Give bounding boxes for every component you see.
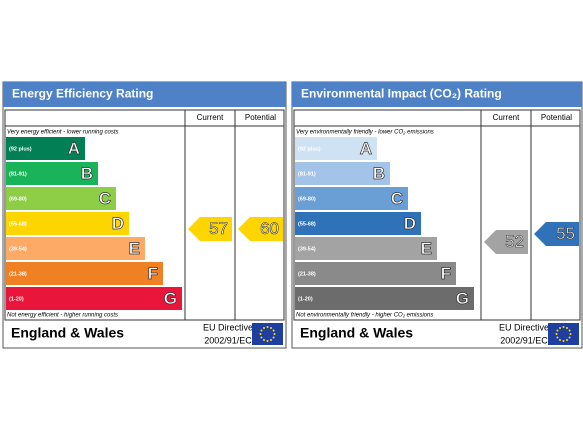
top-note: Very environmentally friendly - lower CO… — [296, 130, 434, 136]
column-header: Potential — [245, 113, 276, 122]
column-header: Current — [493, 113, 520, 122]
bottom-note: Not environmentally friendly - higher CO… — [296, 313, 433, 319]
band-letter: B — [81, 164, 93, 183]
table-border — [4, 109, 285, 321]
band-letter: A — [360, 139, 372, 158]
column-header: Current — [197, 113, 224, 122]
band-range: (55-68) — [298, 221, 316, 227]
band-range: (81-91) — [298, 171, 316, 177]
band-range: (39-54) — [298, 246, 316, 252]
band-range: (55-68) — [9, 221, 27, 227]
band-letter: F — [148, 264, 158, 283]
band-letter: E — [421, 239, 432, 258]
rating-band — [295, 262, 456, 285]
band-letter: E — [129, 239, 140, 258]
band-letter: G — [164, 289, 177, 308]
table-border — [293, 109, 581, 321]
eu-flag — [548, 323, 579, 345]
bottom-note: Not energy efficient - higher running co… — [7, 313, 118, 319]
rating-arrow — [484, 230, 528, 254]
eu-star — [266, 340, 269, 342]
eu-star — [260, 329, 263, 332]
eu-star — [263, 326, 265, 329]
band-letter: D — [404, 214, 416, 233]
eu-star — [559, 339, 561, 342]
rating-band — [6, 162, 98, 185]
band-range: (21-38) — [298, 271, 316, 277]
rating-band — [6, 187, 116, 210]
eu-star — [270, 326, 272, 329]
rating-band — [295, 187, 408, 210]
band-range: (39-54) — [9, 246, 27, 252]
eu-star — [568, 329, 571, 332]
panel-title: Environmental Impact (CO₂) Rating — [301, 87, 502, 101]
band-letter: F — [441, 264, 451, 283]
eu-star — [556, 329, 559, 332]
eu-star — [272, 329, 275, 332]
band-range: (1-20) — [9, 296, 24, 302]
region-label: England & Wales — [11, 325, 124, 341]
region-label: England & Wales — [300, 325, 413, 341]
rating-value: 55 — [556, 224, 575, 243]
band-letter: D — [112, 214, 124, 233]
rating-band — [295, 237, 437, 260]
eu-star — [555, 333, 558, 335]
directive-label: EU Directive — [203, 322, 253, 332]
eu-star — [556, 336, 559, 339]
eu-star — [260, 336, 263, 339]
eu-star — [562, 340, 565, 342]
eu-star — [569, 333, 572, 335]
band-range: (21-38) — [9, 271, 27, 277]
eu-star — [270, 339, 272, 342]
column-header: Potential — [541, 113, 572, 122]
eu-star — [272, 336, 275, 339]
band-letter: A — [68, 139, 80, 158]
band-letter: C — [99, 189, 111, 208]
band-range: (81-91) — [9, 171, 27, 177]
top-note: Very energy efficient - lower running co… — [7, 130, 119, 136]
rating-band — [295, 212, 421, 235]
rating-value: 57 — [209, 219, 228, 238]
directive-code: 2002/91/EC — [204, 335, 252, 345]
rating-arrow — [188, 217, 232, 241]
rating-band — [6, 287, 182, 310]
rating-band — [295, 287, 474, 310]
band-range: (1-20) — [298, 296, 313, 302]
eu-star — [562, 326, 565, 328]
rating-arrow — [238, 217, 283, 241]
band-letter: C — [391, 189, 403, 208]
rating-band — [6, 212, 129, 235]
panel-header — [3, 82, 286, 107]
band-letter: B — [373, 164, 385, 183]
eu-star — [568, 336, 571, 339]
rating-band — [6, 262, 163, 285]
band-range: (69-80) — [298, 196, 316, 202]
eu-star — [566, 339, 568, 342]
eu-star — [259, 333, 262, 335]
panel-header — [292, 82, 582, 107]
rating-band — [295, 137, 377, 160]
rating-arrow — [534, 222, 579, 246]
rating-band — [6, 237, 145, 260]
rating-band — [295, 162, 390, 185]
eu-flag — [252, 323, 283, 345]
eu-star — [566, 326, 568, 329]
eu-star — [273, 333, 276, 335]
eu-star — [266, 326, 269, 328]
panel-title: Energy Efficiency Rating — [12, 87, 153, 101]
rating-band — [6, 137, 85, 160]
band-range: (92 plus) — [298, 146, 321, 152]
band-range: (69-80) — [9, 196, 27, 202]
eu-star — [263, 339, 265, 342]
band-range: (92 plus) — [9, 146, 32, 152]
rating-value: 52 — [505, 232, 524, 251]
eu-star — [559, 326, 561, 329]
rating-value: 60 — [260, 219, 279, 238]
directive-label: EU Directive — [499, 322, 549, 332]
band-letter: G — [456, 289, 469, 308]
directive-code: 2002/91/EC — [500, 335, 548, 345]
